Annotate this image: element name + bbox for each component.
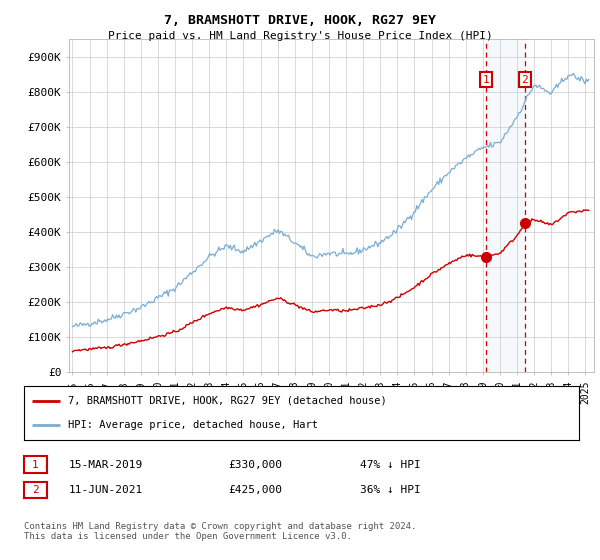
Text: 1: 1 [483,74,490,85]
Text: 15-MAR-2019: 15-MAR-2019 [69,460,143,470]
Text: Contains HM Land Registry data © Crown copyright and database right 2024.
This d: Contains HM Land Registry data © Crown c… [24,522,416,542]
Text: £425,000: £425,000 [228,485,282,495]
Text: 36% ↓ HPI: 36% ↓ HPI [360,485,421,495]
Text: 7, BRAMSHOTT DRIVE, HOOK, RG27 9EY: 7, BRAMSHOTT DRIVE, HOOK, RG27 9EY [164,14,436,27]
Text: Price paid vs. HM Land Registry's House Price Index (HPI): Price paid vs. HM Land Registry's House … [107,31,493,41]
Text: HPI: Average price, detached house, Hart: HPI: Average price, detached house, Hart [68,420,319,430]
Text: 2: 2 [32,485,39,495]
Text: 47% ↓ HPI: 47% ↓ HPI [360,460,421,470]
Bar [486,39,525,372]
Text: 1: 1 [32,460,39,470]
Text: £330,000: £330,000 [228,460,282,470]
Text: 7, BRAMSHOTT DRIVE, HOOK, RG27 9EY (detached house): 7, BRAMSHOTT DRIVE, HOOK, RG27 9EY (deta… [68,396,387,406]
Text: 2: 2 [521,74,528,85]
Text: 11-JUN-2021: 11-JUN-2021 [69,485,143,495]
